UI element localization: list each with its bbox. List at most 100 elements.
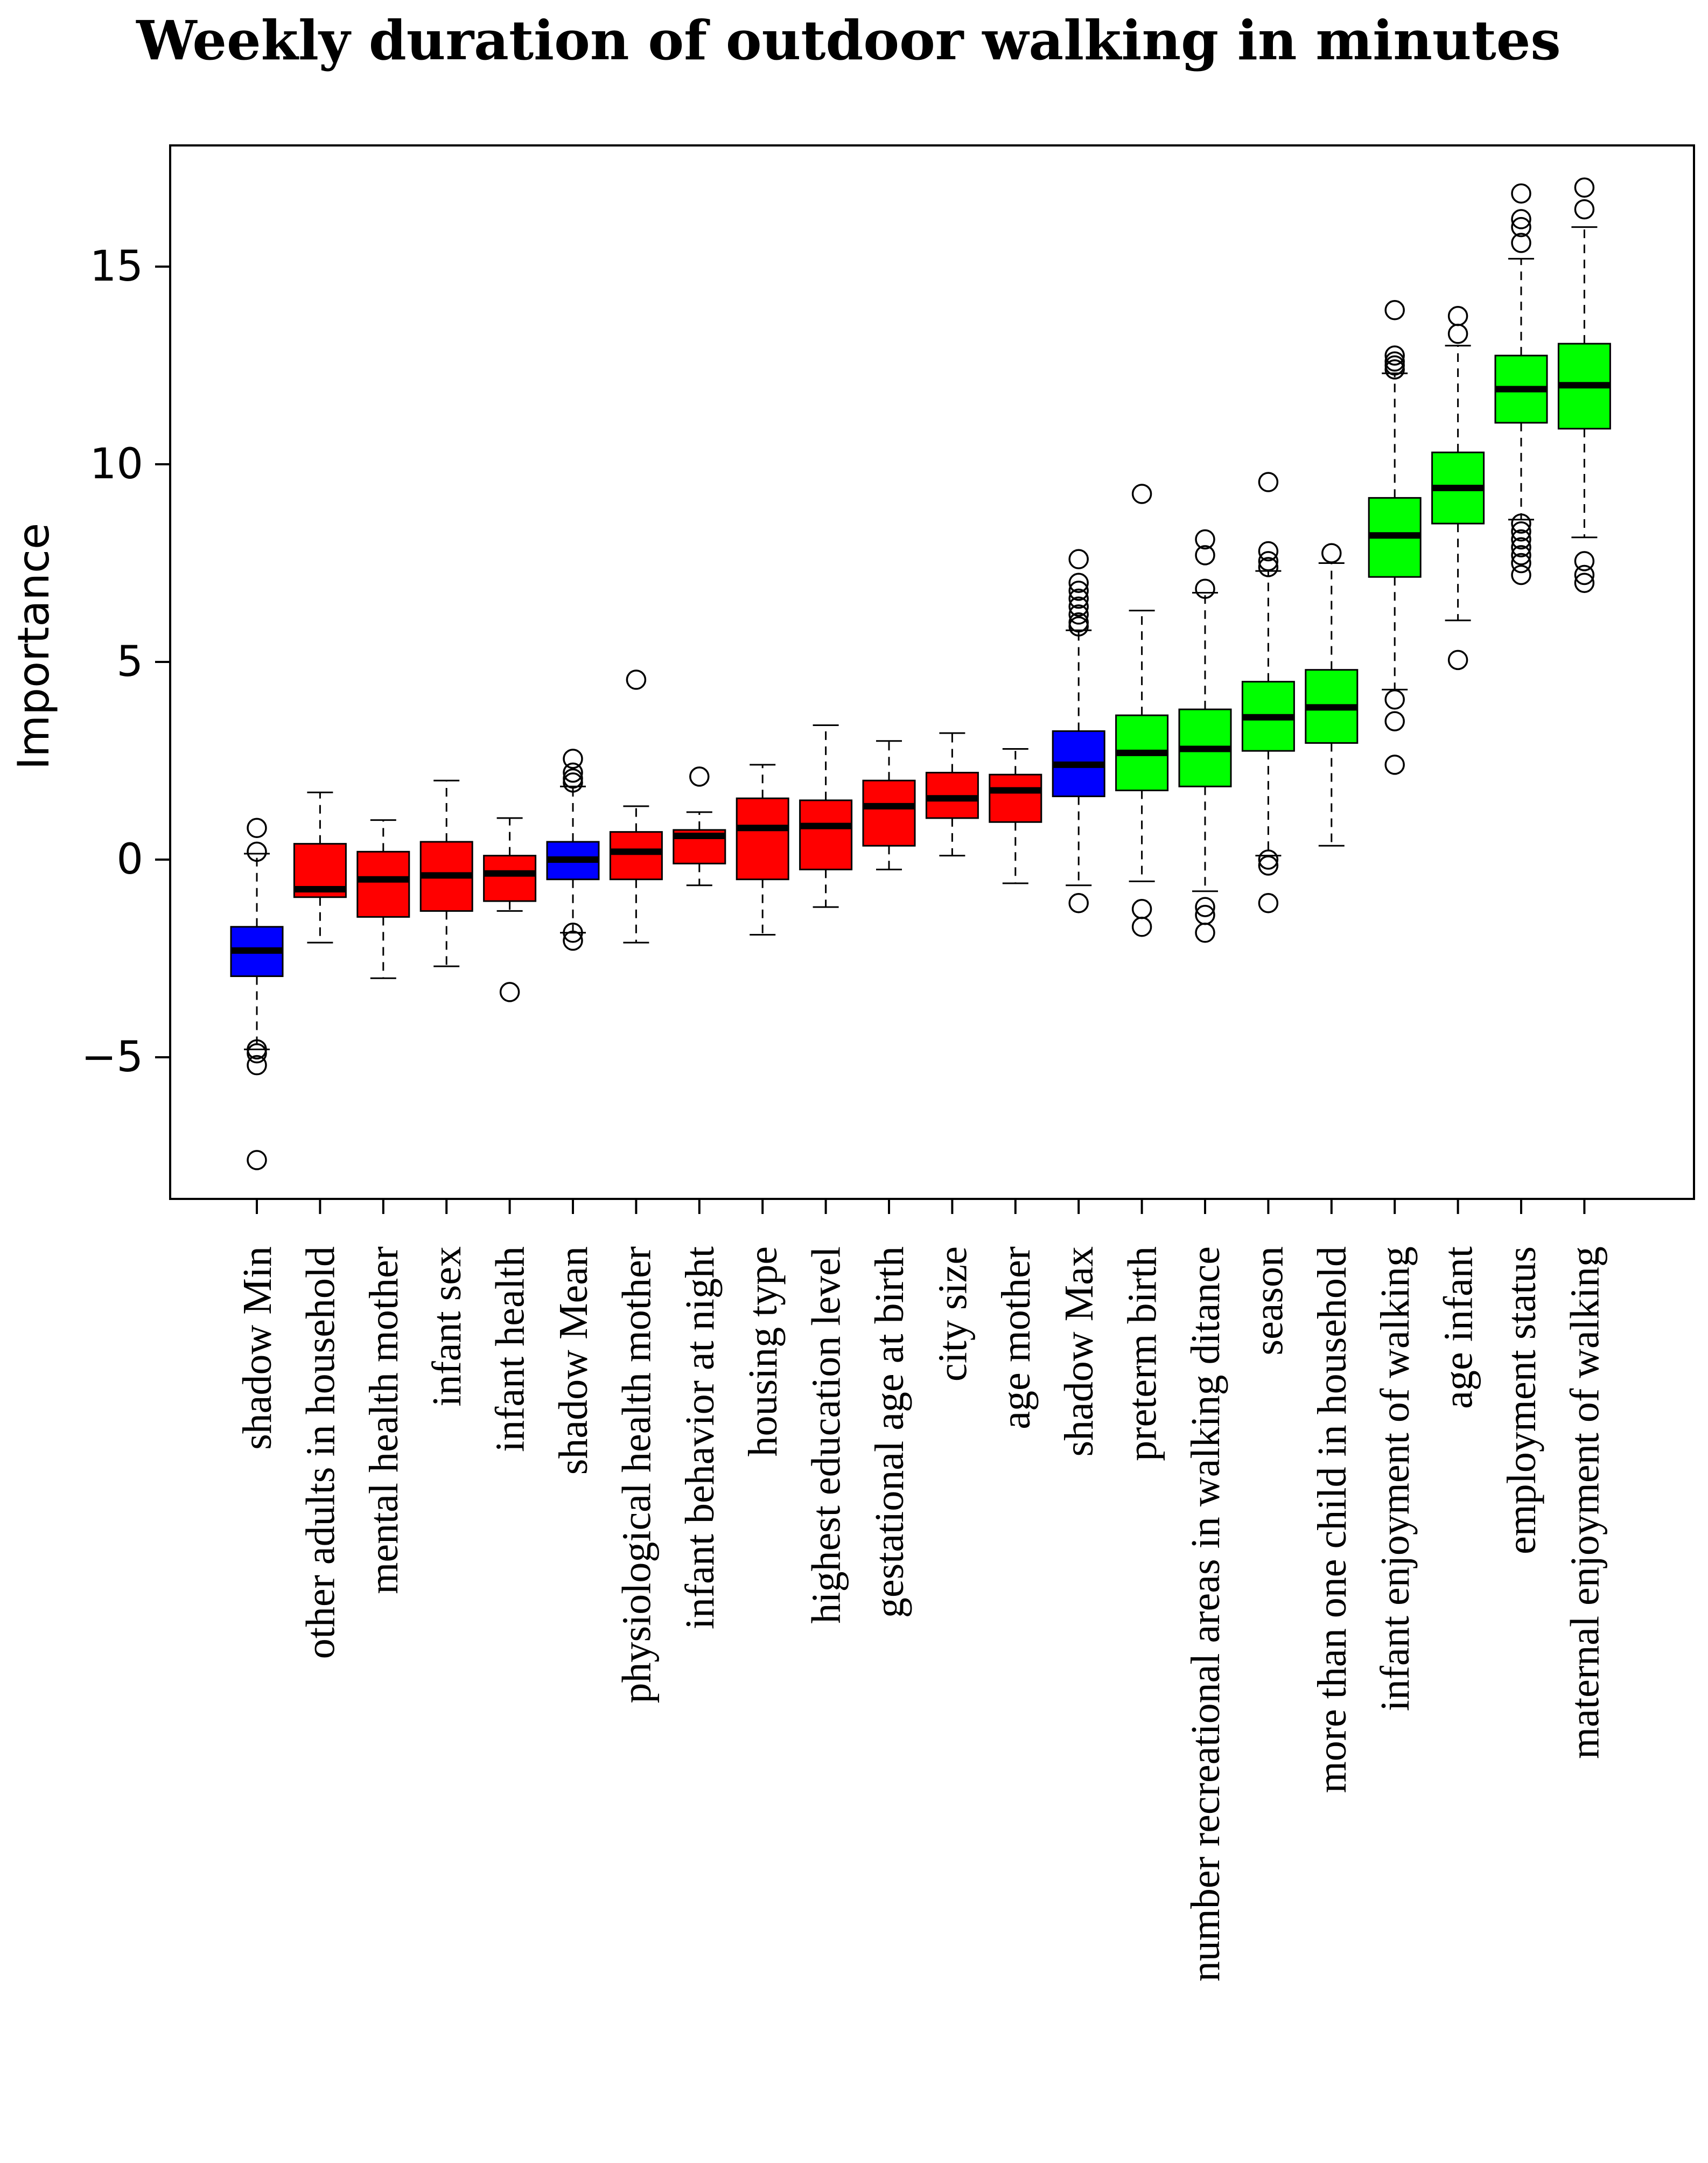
x-tick-label: highest education level [804,1246,849,1624]
x-tick-label: infant health [488,1246,533,1452]
x-tick-label: city size [930,1246,975,1381]
y-tick-label: −5 [81,1033,143,1082]
box-17 [1305,543,1359,847]
box-iqr [799,799,853,870]
x-tick-label: housing type [740,1246,786,1457]
outlier-point [1511,564,1531,585]
outlier-point [247,1150,267,1170]
outlier-point [689,766,710,787]
box-14 [1115,484,1169,937]
outlier-point [1447,650,1468,671]
outlier-point [499,982,520,1002]
outlier-point [1321,543,1342,563]
box-iqr [736,797,789,881]
x-tick-label: shadow Min [235,1246,280,1450]
outlier-point [1384,299,1405,320]
y-axis-label: Importance [9,523,59,770]
x-tick-label: gestational age at birth [867,1246,912,1618]
outlier-point [1574,551,1595,571]
outlier-point [1068,581,1089,601]
outlier-point [1131,484,1152,504]
outlier-point [1195,923,1215,943]
box-0 [230,818,284,1170]
outlier-point [563,923,583,943]
outlier-point [1195,578,1215,599]
box-9 [799,724,853,908]
x-tick-label: infant behavior at night [677,1246,723,1629]
box-5 [546,749,600,951]
outlier-point [1068,588,1089,609]
outlier-point [1511,537,1531,557]
outlier-point [563,772,583,793]
outlier-point [1258,557,1279,577]
outlier-point [1384,689,1405,710]
x-tick-label: physiological health mother [614,1246,659,1703]
outlier-point [1068,596,1089,617]
x-tick-label: more than one child in household [1310,1246,1355,1793]
box-iqr [356,850,410,918]
box-16 [1241,472,1295,913]
chart-title: Weekly duration of outdoor walking in mi… [136,9,1560,72]
outlier-point [1384,711,1405,731]
x-tick-label: mental health mother [361,1246,407,1594]
outlier-point [1258,855,1279,876]
box-1 [293,791,347,944]
outlier-point [1258,472,1279,492]
outlier-point [1068,573,1089,593]
x-tick-label: preterm birth [1120,1246,1165,1461]
outlier-point [1574,177,1595,198]
outlier-point [563,749,583,769]
x-tick-label: infant enjoyment of walking [1373,1246,1418,1711]
outlier-point [247,1043,267,1064]
outlier-point [1384,755,1405,775]
x-tick-label: employment status [1499,1246,1544,1554]
y-tick-label: 10 [90,440,143,489]
box-6 [609,669,663,944]
x-tick-label: shadow Mean [551,1246,596,1475]
box-13 [1052,549,1105,913]
outlier-point [1511,209,1531,229]
box-iqr [609,831,663,881]
box-11 [925,732,979,857]
box-21 [1557,177,1611,593]
outlier-point [1574,564,1595,585]
outlier-point [1447,324,1468,344]
box-iqr [483,855,537,902]
box-4 [483,817,537,1002]
outlier-point [1195,897,1215,917]
x-tick-label: number recreational areas in walking dit… [1183,1246,1228,1981]
box-20 [1494,183,1548,585]
box-8 [736,764,789,936]
box-iqr [989,773,1042,823]
outlier-point [1258,892,1279,913]
outlier-point [1068,892,1089,913]
outlier-point [563,930,583,951]
outlier-point [1195,545,1215,566]
outlier-point [247,818,267,839]
outlier-point [1258,551,1279,571]
outlier-point [1384,345,1405,366]
x-tick-label: shadow Max [1056,1246,1102,1457]
outlier-point [1447,306,1468,326]
outlier-point [1195,905,1215,925]
outlier-point [1068,616,1089,637]
box-iqr [862,779,916,847]
x-tick-label: other adults in household [298,1246,343,1659]
box-12 [989,748,1042,884]
y-tick-label: 0 [116,835,143,884]
outlier-point [247,841,267,862]
box-2 [356,819,410,979]
outlier-point [1068,604,1089,625]
box-19 [1431,306,1485,671]
outlier-point [1131,917,1152,937]
outlier-point [1511,553,1531,574]
outlier-point [1511,529,1531,550]
outlier-point [1384,359,1405,380]
x-tick-label: season [1246,1246,1291,1356]
box-10 [862,740,916,870]
x-tick-label: infant sex [424,1246,470,1407]
outlier-point [1511,521,1531,542]
outlier-point [1511,513,1531,534]
outlier-point [1068,549,1089,569]
